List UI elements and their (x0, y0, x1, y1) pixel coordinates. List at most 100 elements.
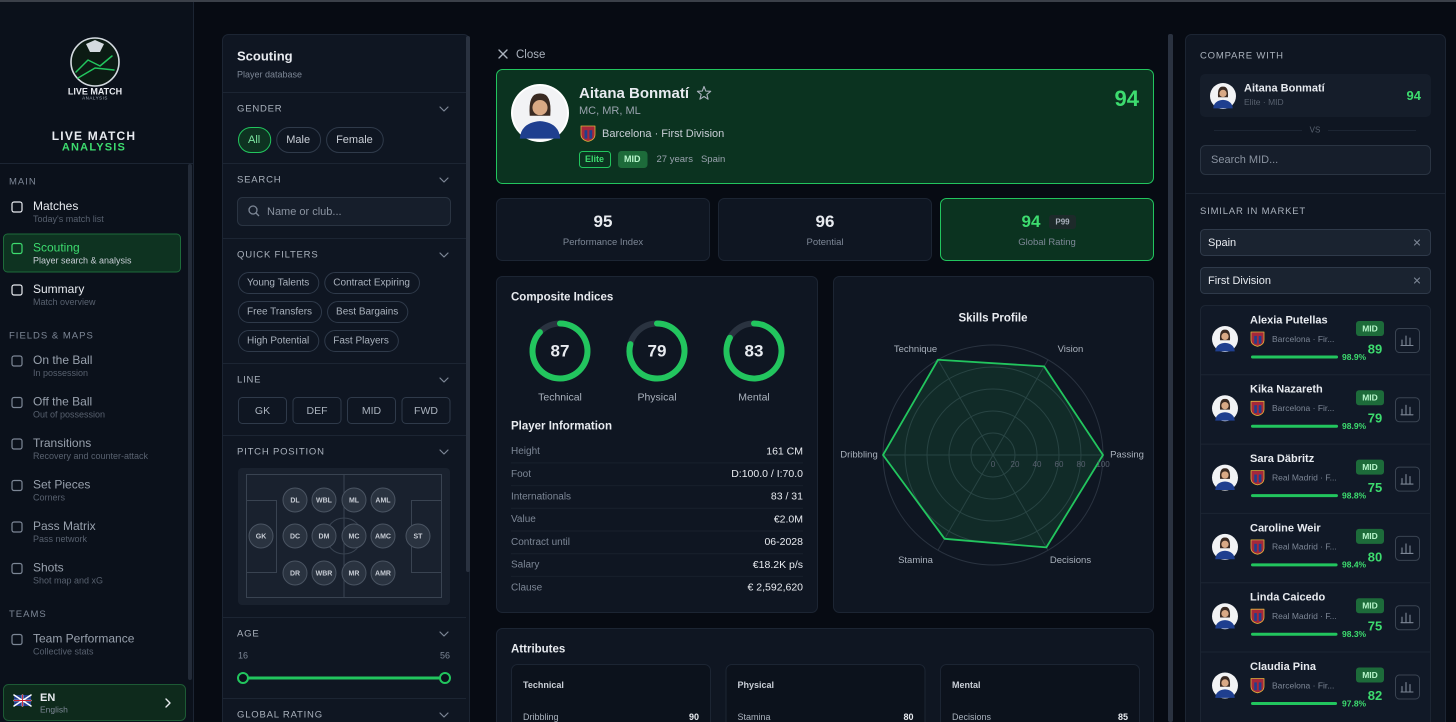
similar-player[interactable]: Kika Nazareth Barcelona · Fir... 98.9% MID 7… (1201, 374, 1430, 431)
stat-value: 95 (594, 212, 613, 231)
age-handle[interactable] (439, 672, 451, 684)
favorite-star[interactable] (696, 85, 712, 100)
avatar-body (1215, 412, 1235, 421)
nav-title: Off the Ball (33, 395, 92, 409)
compare-button[interactable] (1395, 605, 1420, 631)
quick-filter[interactable]: Contract Expiring (324, 272, 420, 294)
avatar-body (519, 121, 561, 139)
position-button[interactable]: DR (282, 560, 308, 586)
compare-search[interactable]: Search MID... (1200, 145, 1431, 175)
position-button[interactable]: DL (282, 487, 308, 513)
compare-button[interactable] (1395, 328, 1420, 353)
quick-filter[interactable]: Young Talents (238, 272, 320, 294)
position-button[interactable]: WBR (311, 560, 337, 586)
stat-label: Potential (807, 237, 844, 248)
compare-button[interactable] (1395, 674, 1420, 700)
chip-label: All (248, 134, 260, 146)
filter-label: QUICK FILTERS (237, 250, 318, 261)
similar-player[interactable]: Claudia Pina Barcelona · Fir... 97.8% MID 82 (1201, 651, 1430, 708)
position-button[interactable]: DC (282, 523, 308, 549)
chip-label: Fast Players (333, 336, 389, 347)
position-badge (1356, 390, 1384, 406)
gender-option[interactable]: All (238, 127, 272, 153)
position-label: DC (290, 533, 300, 540)
attribute-group-title: Mental (952, 680, 981, 690)
position-button[interactable]: WBL (311, 487, 337, 513)
market-filter-remove[interactable] (1413, 277, 1421, 284)
top-border (0, 0, 1456, 2)
club-badge (1250, 539, 1265, 555)
line-option[interactable]: GK (238, 397, 287, 424)
player-tag[interactable]: MID (618, 151, 648, 168)
player-tag[interactable]: Elite (579, 151, 612, 168)
nav-subtitle: Match overview (33, 297, 96, 307)
compare-button[interactable] (1395, 535, 1420, 561)
line-label: MID (362, 405, 382, 417)
player-name: Aitana Bonmatí (579, 85, 690, 102)
market-filter[interactable]: First Division (1200, 267, 1431, 294)
avatar (513, 86, 567, 140)
position-button[interactable]: AMR (370, 560, 396, 586)
quick-filter[interactable]: High Potential (238, 330, 320, 352)
position-button[interactable]: MC (341, 523, 367, 549)
position-button[interactable]: MR (341, 560, 367, 586)
quick-filter[interactable]: Fast Players (324, 330, 399, 352)
position-button[interactable]: AML (370, 487, 396, 513)
similar-club: Real Madrid · F... (1272, 611, 1337, 621)
similar-player[interactable]: Alexia Putellas Barcelona · Fir... 98.9% MI… (1212, 314, 1420, 362)
compare-button[interactable] (1395, 466, 1420, 492)
logo-ball (70, 37, 120, 87)
similar-player[interactable]: Sara Däbritz Real Madrid · F... 98.8% MID 75 (1201, 443, 1430, 500)
section-title: Composite Indices (511, 292, 613, 304)
language-chevron (165, 698, 171, 708)
ring-value: 79 (648, 341, 667, 360)
nav-title: Matches (33, 199, 78, 213)
badge-stripe (1254, 405, 1257, 413)
player-positions: MC, MR, ML (579, 105, 641, 117)
compare-button[interactable] (1395, 397, 1420, 423)
line-option[interactable]: DEF (292, 397, 342, 424)
position-button[interactable]: AMC (370, 523, 396, 549)
position-badge (1356, 667, 1384, 683)
close-button[interactable]: Close (498, 49, 545, 61)
line-option[interactable]: MID (347, 397, 396, 424)
similar-player[interactable]: Caroline Weir Real Madrid · F... 98.4% MID 8… (1201, 512, 1430, 570)
chip-bg (238, 301, 323, 323)
stat-value: 96 (816, 212, 835, 231)
nav-title: On the Ball (33, 353, 92, 367)
position-button[interactable]: ST (405, 523, 431, 549)
compare-search-placeholder: Search MID... (1211, 154, 1278, 166)
age-handle[interactable] (237, 672, 249, 684)
quick-filter[interactable]: Free Transfers (238, 301, 323, 323)
search-input[interactable]: Name or club... (237, 197, 451, 226)
nav-subtitle: Shot map and xG (33, 575, 103, 585)
similar-name: Kika Nazareth (1250, 384, 1323, 396)
compare-button-icon (1400, 612, 1414, 624)
badge-stripe (1254, 335, 1257, 344)
search-icon-handle (255, 212, 260, 217)
position-button[interactable]: GK (248, 523, 274, 549)
market-filter[interactable]: Spain (1200, 229, 1431, 256)
line-option[interactable]: FWD (401, 397, 451, 424)
position-button[interactable]: DM (311, 523, 337, 549)
logo-pitch (75, 55, 115, 79)
gender-option[interactable]: Male (276, 127, 322, 153)
market-filter-remove[interactable] (1413, 239, 1421, 246)
quick-filter[interactable]: Best Bargains (327, 301, 409, 323)
similar-player[interactable]: Linda Caicedo Real Madrid · F... 98.3% MID 7… (1201, 582, 1430, 639)
gender-option[interactable]: Female (326, 127, 384, 153)
position-button[interactable]: ML (341, 487, 367, 513)
search-placeholder: Name or club... (267, 206, 342, 218)
attribute-card (511, 664, 711, 722)
